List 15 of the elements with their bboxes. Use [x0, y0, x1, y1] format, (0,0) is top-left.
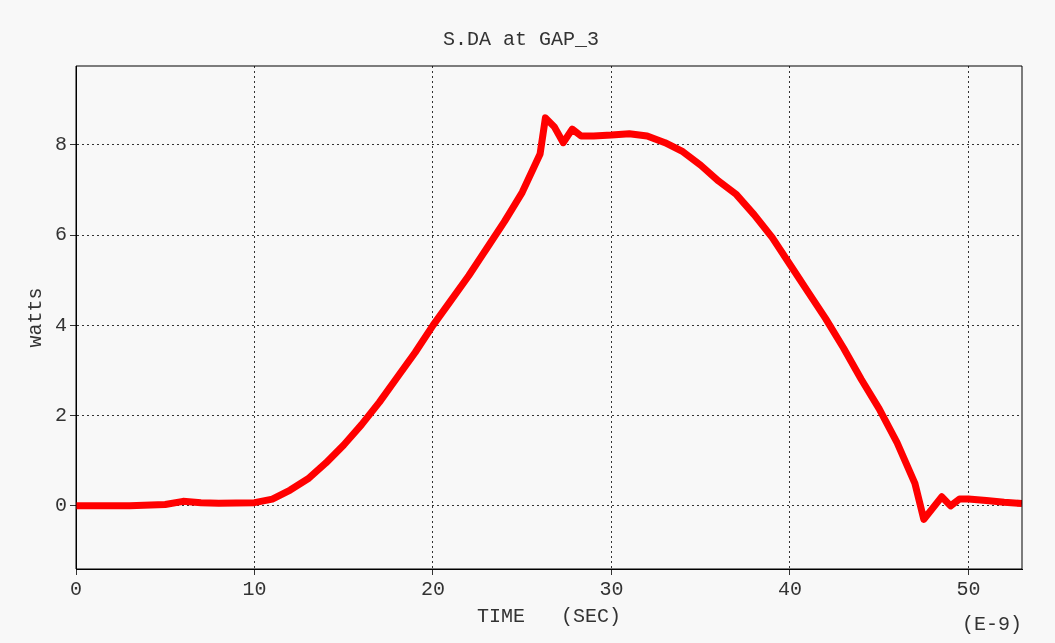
x-tick-label: 50: [956, 578, 981, 602]
x-tick-label: 20: [420, 578, 445, 602]
x-tick-label: 40: [777, 578, 802, 602]
y-tick-label: 2: [54, 403, 67, 427]
x-tick-label: 30: [599, 578, 624, 602]
y-tick-label: 4: [54, 313, 67, 337]
y-tick-label: 6: [54, 223, 67, 247]
chart-title: S.DA at GAP_3: [442, 28, 600, 52]
x-tick-label: 10: [242, 578, 267, 602]
y-tick-label: 0: [54, 494, 67, 518]
y-axis-title: watts: [24, 287, 48, 348]
x-axis-title: TIME (SEC): [476, 605, 622, 629]
text: (E-9): [961, 613, 1022, 637]
x-tick-label: 0: [69, 578, 83, 602]
y-tick-label: 8: [54, 133, 67, 157]
